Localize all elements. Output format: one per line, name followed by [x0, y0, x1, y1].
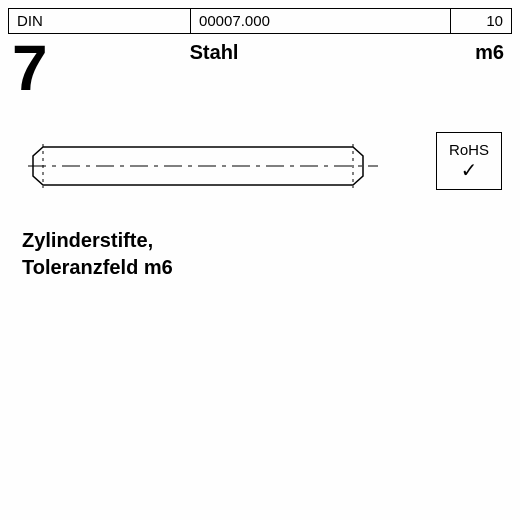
header-standard-label: DIN	[9, 9, 191, 33]
header-part-number: 00007.000	[191, 9, 451, 33]
material-label: Stahl	[190, 42, 239, 65]
description-line2: Toleranzfeld m6	[22, 255, 173, 282]
rohs-badge: RoHS ✓	[436, 132, 502, 190]
rohs-check-icon: ✓	[461, 161, 478, 181]
standard-number: 7	[12, 36, 48, 100]
tolerance-label: m6	[475, 42, 504, 65]
description-block: Zylinderstifte, Toleranzfeld m6	[22, 228, 173, 282]
pin-diagram	[28, 136, 378, 196]
description-line1: Zylinderstifte,	[22, 228, 173, 255]
title-row: 7 Stahl m6	[8, 36, 512, 100]
header-variant: 10	[451, 9, 511, 33]
rohs-label: RoHS	[449, 142, 489, 159]
header-row: DIN 00007.000 10	[8, 8, 512, 34]
